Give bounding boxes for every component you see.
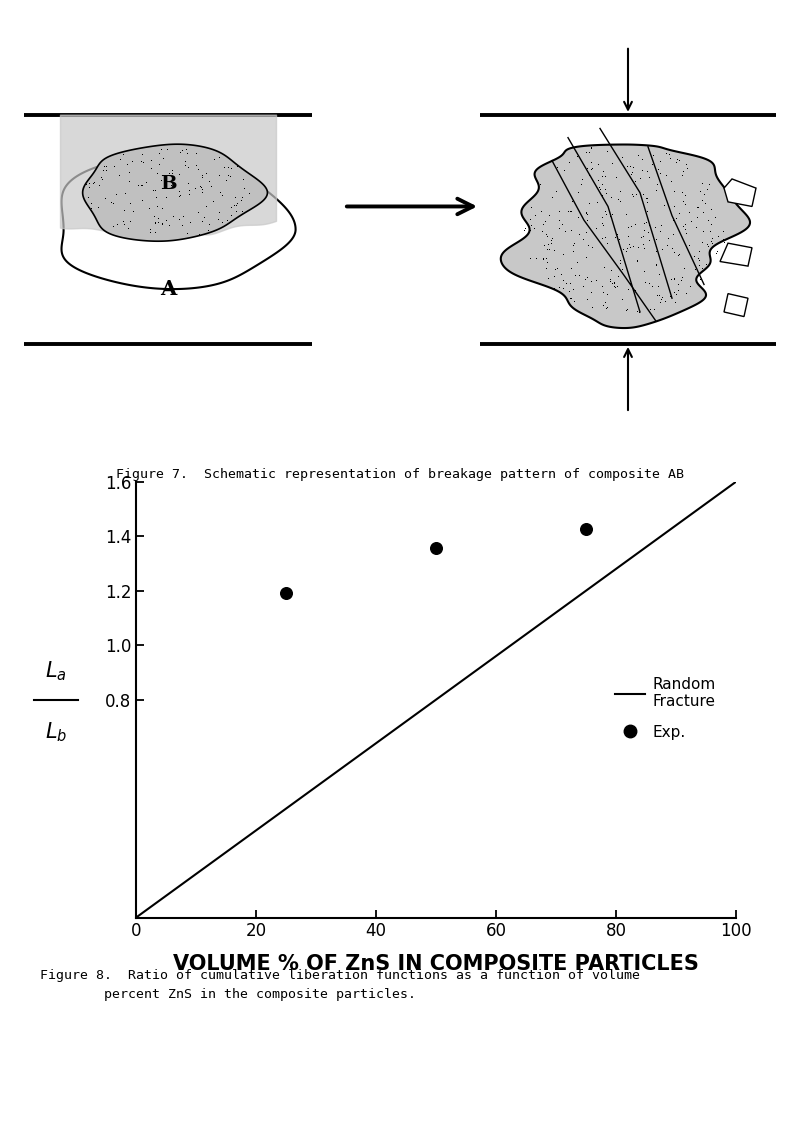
Polygon shape	[724, 294, 748, 317]
Text: Figure 7.  Schematic representation of breakage pattern of composite AB
        : Figure 7. Schematic representation of br…	[108, 468, 692, 500]
Polygon shape	[724, 179, 756, 206]
Text: $L_a$: $L_a$	[45, 660, 67, 682]
Polygon shape	[62, 155, 296, 289]
Text: Figure 8.  Ratio of cumulative liberation functions as a function of volume
    : Figure 8. Ratio of cumulative liberation…	[40, 969, 640, 1001]
Point	[579, 521, 592, 539]
Polygon shape	[720, 243, 752, 266]
Text: B: B	[160, 174, 176, 193]
X-axis label: VOLUME % OF ZnS IN COMPOSITE PARTICLES: VOLUME % OF ZnS IN COMPOSITE PARTICLES	[173, 954, 699, 974]
Point	[280, 584, 293, 602]
Text: A: A	[160, 279, 176, 299]
Polygon shape	[82, 145, 267, 241]
Point	[430, 539, 442, 557]
Text: $L_b$: $L_b$	[45, 720, 67, 743]
Polygon shape	[501, 145, 750, 328]
Legend: Random
Fracture, Exp.: Random Fracture, Exp.	[609, 671, 722, 746]
